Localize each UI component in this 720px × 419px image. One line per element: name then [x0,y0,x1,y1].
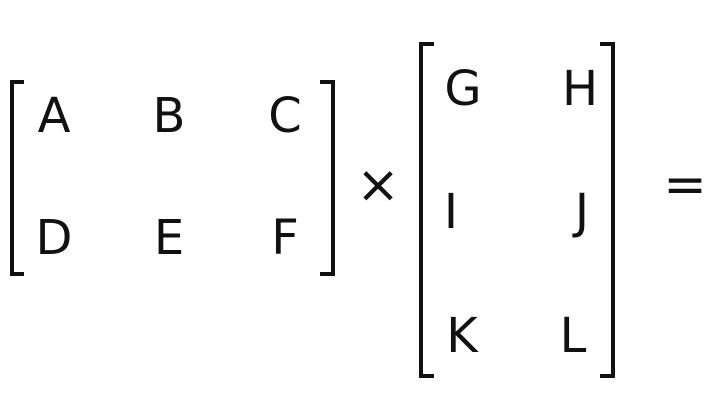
matrix-b-right-bracket [600,42,615,378]
matrix-b-cell-h: H [561,61,599,117]
matrix-b-cell-j: J [574,184,590,240]
matrix-a-left-bracket [10,80,24,276]
matrix-b-cell-l: L [559,308,587,364]
matrix-b-cell-k: K [446,308,478,364]
matrix-a-cell-c: C [268,88,302,144]
matrix-a-cell-b: B [152,88,186,144]
matrix-b-left-bracket [419,42,434,378]
matrix-a-cell-a: A [37,88,71,144]
matrix-b-cell-i: I [443,184,459,240]
matrix-a-cell-f: F [271,210,299,266]
equals-operator: = [663,155,707,215]
matrix-a-cell-e: E [153,210,185,266]
multiply-operator: × [356,155,400,215]
matrix-a-cell-d: D [35,210,73,266]
matrix-a-right-bracket [320,80,335,276]
matrix-b-cell-g: G [444,61,482,117]
